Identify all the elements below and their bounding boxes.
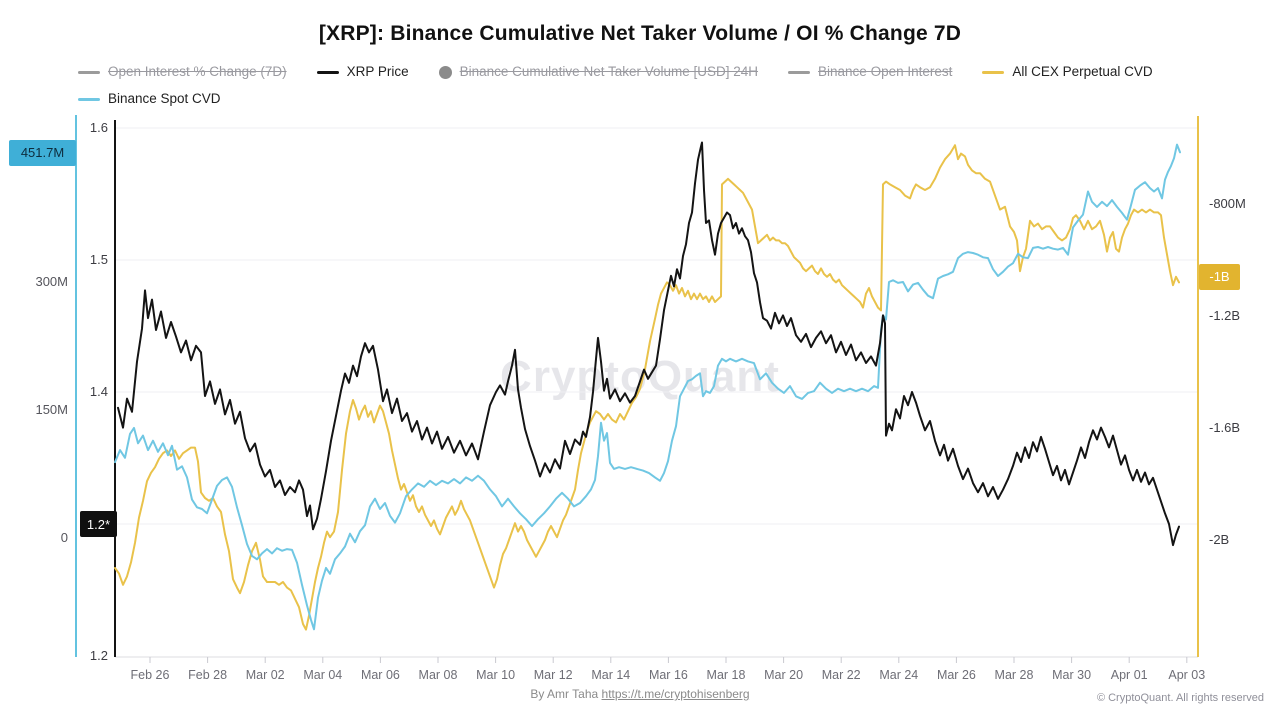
byline: By Amr Taha https://t.me/cryptohisenberg	[0, 687, 1280, 701]
x-axis-date-label: Mar 10	[476, 668, 516, 682]
legend-item-binance-spot-cvd[interactable]: Binance Spot CVD	[78, 89, 221, 109]
perp-cvd-axis-tick-label: -800M	[1209, 196, 1246, 211]
x-axis-date-label: Mar 20	[764, 668, 804, 682]
legend-item-label: Binance Cumulative Net Taker Volume [USD…	[459, 64, 759, 79]
legend-item-label: Binance Spot CVD	[108, 91, 221, 106]
x-axis-date-label: Apr 01	[1110, 668, 1148, 682]
legend-item-all-cex-perpetual-cvd[interactable]: All CEX Perpetual CVD	[982, 62, 1153, 82]
x-axis-date-label: Mar 06	[360, 668, 400, 682]
x-axis-date-label: Mar 24	[879, 668, 919, 682]
x-axis-date-label: Feb 28	[188, 668, 228, 682]
x-axis-date-label: Mar 28	[994, 668, 1034, 682]
legend-item-label: Open Interest % Change (7D)	[108, 64, 287, 79]
spot-cvd-axis-tick-label: 0	[60, 530, 68, 545]
x-axis-date-label: Mar 22	[821, 668, 861, 682]
series-line-all-cex-perpetual-cvd	[114, 144, 1180, 631]
xrp-price-value-badge: 1.2*	[80, 511, 117, 537]
byline-author: By Amr Taha	[530, 687, 602, 701]
x-axis-date-label: Mar 02	[245, 668, 285, 682]
spot-cvd-value-badge: 451.7M	[9, 139, 76, 166]
legend-dash-icon	[982, 70, 1005, 74]
price-axis-tick-label: 1.6	[89, 120, 108, 135]
legend-item-binance-cumulative-net-taker-volume-usd-24h[interactable]: Binance Cumulative Net Taker Volume [USD…	[438, 62, 759, 82]
series-line-xrp-price	[117, 141, 1180, 547]
perp-cvd-axis-tick-label: -1.2B	[1209, 308, 1241, 323]
chart-title: [XRP]: Binance Cumulative Net Taker Volu…	[318, 22, 962, 45]
price-axis-tick-label: 1.5	[89, 252, 108, 267]
legend: Open Interest % Change (7D) XRP Price Bina…	[78, 62, 1218, 109]
x-axis-date-label: Mar 18	[706, 668, 746, 682]
spot-cvd-axis-tick-label: 150M	[35, 402, 68, 417]
legend-item-label: Binance Open Interest	[818, 64, 953, 79]
copyright-notice: © CryptoQuant. All rights reserved	[1096, 692, 1264, 704]
x-axis-date-label: Feb 26	[130, 668, 170, 682]
x-axis-date-label: Mar 16	[648, 668, 688, 682]
legend-item-open-interest-change-7d[interactable]: Open Interest % Change (7D)	[78, 62, 287, 82]
legend-item-label: XRP Price	[346, 64, 409, 79]
x-axis-date-label: Mar 14	[591, 668, 631, 682]
x-axis-date-label: Mar 08	[418, 668, 458, 682]
legend-dash-icon	[78, 97, 100, 101]
legend-item-binance-open-interest[interactable]: Binance Open Interest	[788, 62, 952, 82]
x-axis-date-label: Mar 30	[1052, 668, 1092, 682]
byline-telegram-link[interactable]: https://t.me/cryptohisenberg	[601, 687, 750, 701]
x-axis-date-label: Mar 26	[936, 668, 976, 682]
legend-dash-icon	[788, 70, 811, 74]
legend-item-xrp-price[interactable]: XRP Price	[316, 62, 409, 82]
perp-cvd-value-badge: -1B	[1199, 263, 1240, 290]
legend-dash-icon	[78, 70, 100, 74]
legend-dash-icon	[316, 70, 339, 74]
price-axis-tick-label: 1.2	[89, 648, 108, 663]
series-line-binance-spot-cvd	[114, 143, 1181, 631]
spot-cvd-axis-tick-label: 300M	[35, 274, 68, 289]
x-axis-date-label: Mar 12	[533, 668, 573, 682]
x-axis-date-label: Apr 03	[1168, 668, 1206, 682]
price-axis-tick-label: 1.4	[89, 384, 108, 399]
perp-cvd-axis-tick-label: -2B	[1209, 532, 1230, 547]
x-axis-date-label: Mar 04	[303, 668, 343, 682]
perp-cvd-axis-tick-label: -1.6B	[1209, 420, 1241, 435]
legend-dot-icon	[438, 65, 452, 79]
legend-item-label: All CEX Perpetual CVD	[1012, 64, 1153, 79]
